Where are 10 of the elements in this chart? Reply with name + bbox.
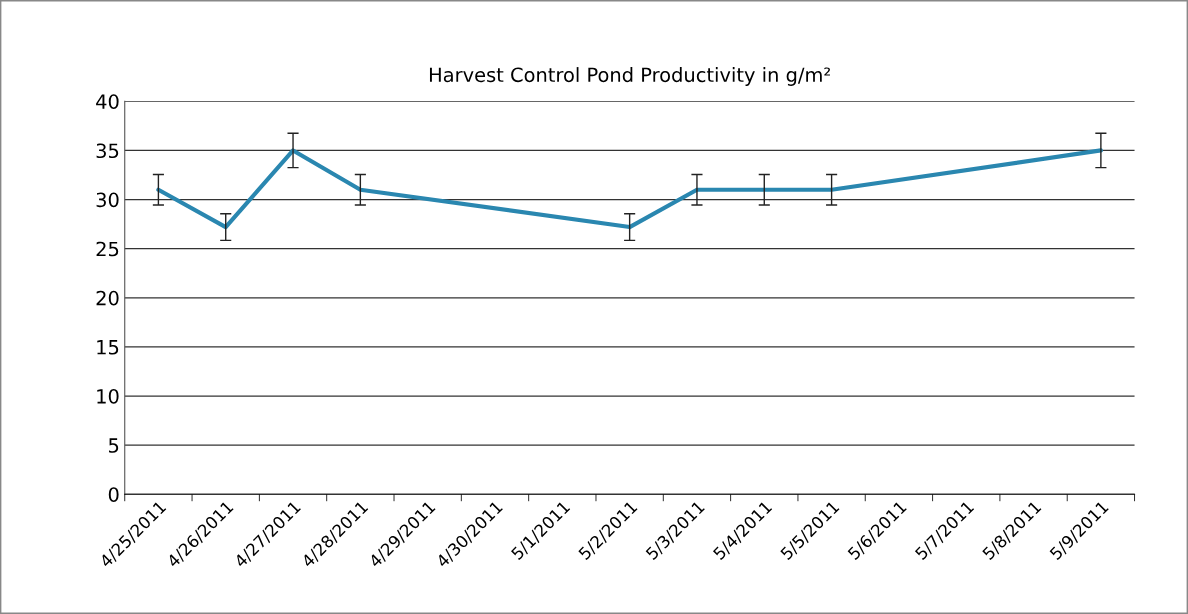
chart-title: Harvest Control Pond Productivity in g/m² bbox=[429, 67, 830, 86]
y-tick-label: 25 bbox=[96, 241, 119, 257]
y-tick-label: 35 bbox=[96, 143, 119, 159]
y-tick-label: 15 bbox=[97, 340, 119, 355]
y-tick-label: 10 bbox=[97, 388, 119, 404]
y-tick-label: 0 bbox=[108, 487, 119, 502]
y-tick-label: 5 bbox=[109, 438, 119, 453]
y-tick-label: 40 bbox=[96, 94, 119, 109]
y-tick-label: 20 bbox=[96, 290, 119, 306]
y-tick-label: 30 bbox=[96, 192, 119, 208]
